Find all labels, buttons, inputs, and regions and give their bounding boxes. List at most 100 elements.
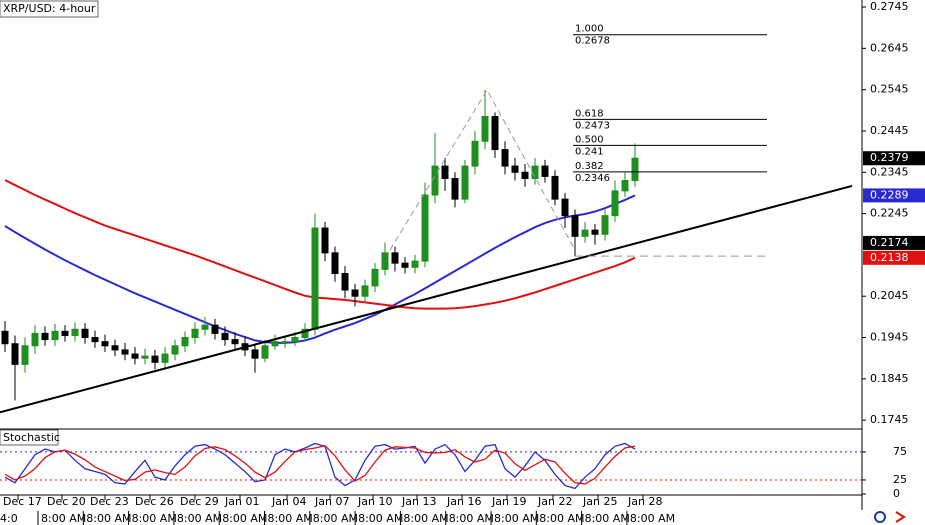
fib-ratio: 0.382 — [575, 161, 604, 172]
candle-body — [81, 328, 89, 339]
candle-body — [561, 198, 569, 217]
candle-body — [121, 349, 129, 355]
y-tick-label: 0.2445 — [870, 124, 909, 137]
y-tick-label: 0 — [893, 487, 900, 500]
title-box — [0, 0, 99, 18]
moving-average — [4, 194, 636, 344]
y-tick-label: 0.2045 — [870, 289, 909, 302]
y-tick-label: 75 — [893, 445, 907, 458]
candle-body — [221, 332, 229, 341]
time-label: 8:00 AM — [132, 512, 177, 525]
candle-body — [51, 330, 59, 341]
candle-body — [551, 175, 559, 200]
candle-body — [61, 330, 69, 336]
price-badge-label: 0.2379 — [870, 151, 909, 164]
candle-body — [281, 341, 289, 344]
fib-price: 0.241 — [575, 146, 604, 157]
candle-body — [331, 252, 339, 274]
x-tick-label: Jan 01 — [224, 495, 259, 508]
candle-body — [611, 190, 619, 217]
x-tick-label: Jan 22 — [537, 495, 572, 508]
x-tick-label: Dec 23 — [90, 495, 129, 508]
y-tick-label: 0.2545 — [870, 83, 909, 96]
candle-body — [131, 353, 139, 359]
arrow-icon[interactable] — [895, 511, 906, 523]
candle-body — [511, 165, 519, 173]
candle-body — [291, 337, 299, 343]
candle-body — [631, 157, 639, 182]
zigzag — [389, 89, 576, 251]
x-tick-label: Dec 26 — [135, 495, 174, 508]
candle-body — [171, 345, 179, 355]
time-label: 8:00 AM — [494, 512, 539, 525]
price-badge — [863, 151, 925, 166]
candle-body — [201, 324, 209, 330]
candle-body — [461, 165, 469, 200]
y-tick-label: 0.2245 — [870, 207, 909, 220]
time-label: 8:00 AM — [585, 512, 630, 525]
candle-body — [251, 349, 259, 359]
price-badge-label: 0.2289 — [870, 188, 909, 201]
candle-body — [101, 341, 109, 347]
fib-price: 0.2346 — [575, 173, 610, 184]
candle-body — [151, 355, 159, 363]
candle-body — [541, 165, 549, 177]
time-label: 8:00 AM — [177, 512, 222, 525]
candle-body — [391, 252, 399, 264]
time-label: 8:00 AM — [358, 512, 403, 525]
moving-average — [4, 179, 636, 310]
time-label: 4:0 — [0, 512, 18, 525]
candle-body — [71, 328, 79, 336]
candle-body — [91, 337, 99, 343]
candle-body — [351, 289, 359, 297]
candle-body — [581, 229, 589, 237]
x-tick-label: Jan 25 — [582, 495, 617, 508]
candle-body — [321, 227, 329, 254]
link-icon[interactable] — [874, 511, 886, 523]
y-tick-label: 0.1845 — [870, 372, 909, 385]
x-tick-label: Dec 29 — [180, 495, 219, 508]
candle-body — [31, 332, 39, 347]
candle-body — [521, 171, 529, 179]
candle-body — [181, 337, 189, 347]
time-label: 8:00 AM — [222, 512, 267, 525]
candle-body — [361, 285, 369, 297]
fib-ratio: 1.000 — [575, 24, 604, 35]
x-tick-label: Jan 04 — [271, 495, 306, 508]
time-label: 8:00 AM — [268, 512, 313, 525]
time-label: 8:00 AM — [539, 512, 584, 525]
candle-body — [41, 332, 49, 341]
candle-body — [231, 339, 239, 345]
candle-body — [571, 215, 579, 237]
y-tick-label: 0.2745 — [870, 0, 909, 13]
stochastic-title: Stochastic — [3, 431, 60, 444]
fib-ratio: 0.500 — [575, 134, 604, 145]
trendline — [0, 184, 853, 414]
candle-body — [211, 324, 219, 334]
price-badge — [863, 235, 925, 250]
stochastic-line — [4, 442, 636, 490]
y-tick-label: 25 — [893, 473, 907, 486]
candle-body — [261, 345, 269, 359]
candle-body — [381, 252, 389, 270]
candle-body — [471, 140, 479, 167]
x-tick-label: Jan 10 — [357, 495, 392, 508]
fib-price: 0.2473 — [575, 120, 610, 131]
candle-body — [141, 355, 149, 359]
candle-body — [341, 272, 349, 291]
chart-title: XRP/USD: 4-hour — [3, 2, 96, 15]
x-tick-label: Dec 17 — [3, 495, 42, 508]
x-tick-label: Jan 28 — [627, 495, 662, 508]
x-tick-label: Jan 19 — [491, 495, 526, 508]
candle-body — [421, 194, 429, 262]
time-label: 8:00 AM — [313, 512, 358, 525]
candle-body — [1, 330, 9, 345]
candle-body — [601, 215, 609, 235]
candle-body — [371, 268, 379, 287]
candle-body — [411, 260, 419, 268]
time-label: 8:00 AM — [630, 512, 675, 525]
x-tick-label: Jan 16 — [446, 495, 481, 508]
